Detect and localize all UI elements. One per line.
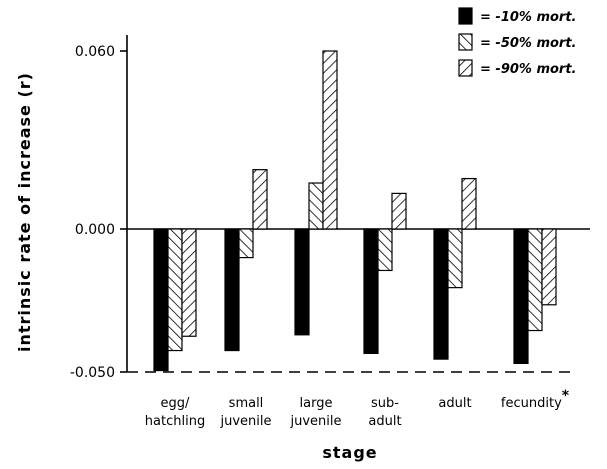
bar-3-cat-1 (181, 228, 197, 337)
y-axis-title: intrinsic rate of increase (r) (15, 72, 34, 352)
bar-3-cat-5 (461, 177, 477, 230)
legend-swatch-1 (458, 7, 473, 25)
bar-2-cat-6 (527, 228, 543, 332)
bar-2-cat-5 (447, 228, 463, 289)
bar-3-cat-6 (541, 228, 557, 306)
category-label: juvenile (219, 414, 271, 429)
bar-3-cat-3 (322, 50, 338, 230)
legend-swatch-3 (458, 59, 473, 77)
category-label: hatchling (145, 414, 205, 429)
bar-1-cat-1 (153, 228, 169, 372)
bar-1-cat-4 (363, 228, 379, 355)
legend: = -10% mort. = -50% mort. = -90% mort. (458, 7, 577, 77)
bar-3-cat-2 (252, 169, 268, 230)
axes (120, 35, 590, 373)
category-label: sub- (371, 396, 399, 411)
legend-label-1: = -10% mort. (480, 10, 577, 25)
bars (153, 50, 557, 372)
bar-1-cat-6 (513, 228, 529, 365)
x-axis-title: stage (322, 443, 377, 462)
bar-2-cat-1 (167, 228, 183, 352)
category-label: small (229, 396, 264, 411)
category-label: adult (368, 414, 401, 429)
bar-3-cat-4 (391, 192, 407, 230)
bar-2-cat-4 (377, 228, 393, 272)
bar-1-cat-3 (294, 228, 310, 336)
category-label: adult (438, 396, 471, 411)
category-label: juvenile (289, 414, 341, 429)
category-label: fecundity* (501, 388, 570, 411)
bar-1-cat-2 (224, 228, 240, 352)
bar-2-cat-3 (308, 182, 324, 230)
bar-2-cat-2 (238, 228, 254, 259)
legend-label-2: = -50% mort. (480, 36, 577, 51)
y-tick-label: 0.060 (75, 44, 115, 60)
y-tick-label: -0.050 (70, 365, 115, 381)
legend-label-3: = -90% mort. (480, 62, 577, 77)
legend-swatch-2 (458, 33, 473, 51)
category-label: egg/ (161, 396, 191, 411)
category-label: large (300, 396, 333, 411)
bar-1-cat-5 (433, 228, 449, 360)
y-tick-label: 0.000 (75, 222, 115, 238)
category-mark: * (562, 388, 570, 404)
